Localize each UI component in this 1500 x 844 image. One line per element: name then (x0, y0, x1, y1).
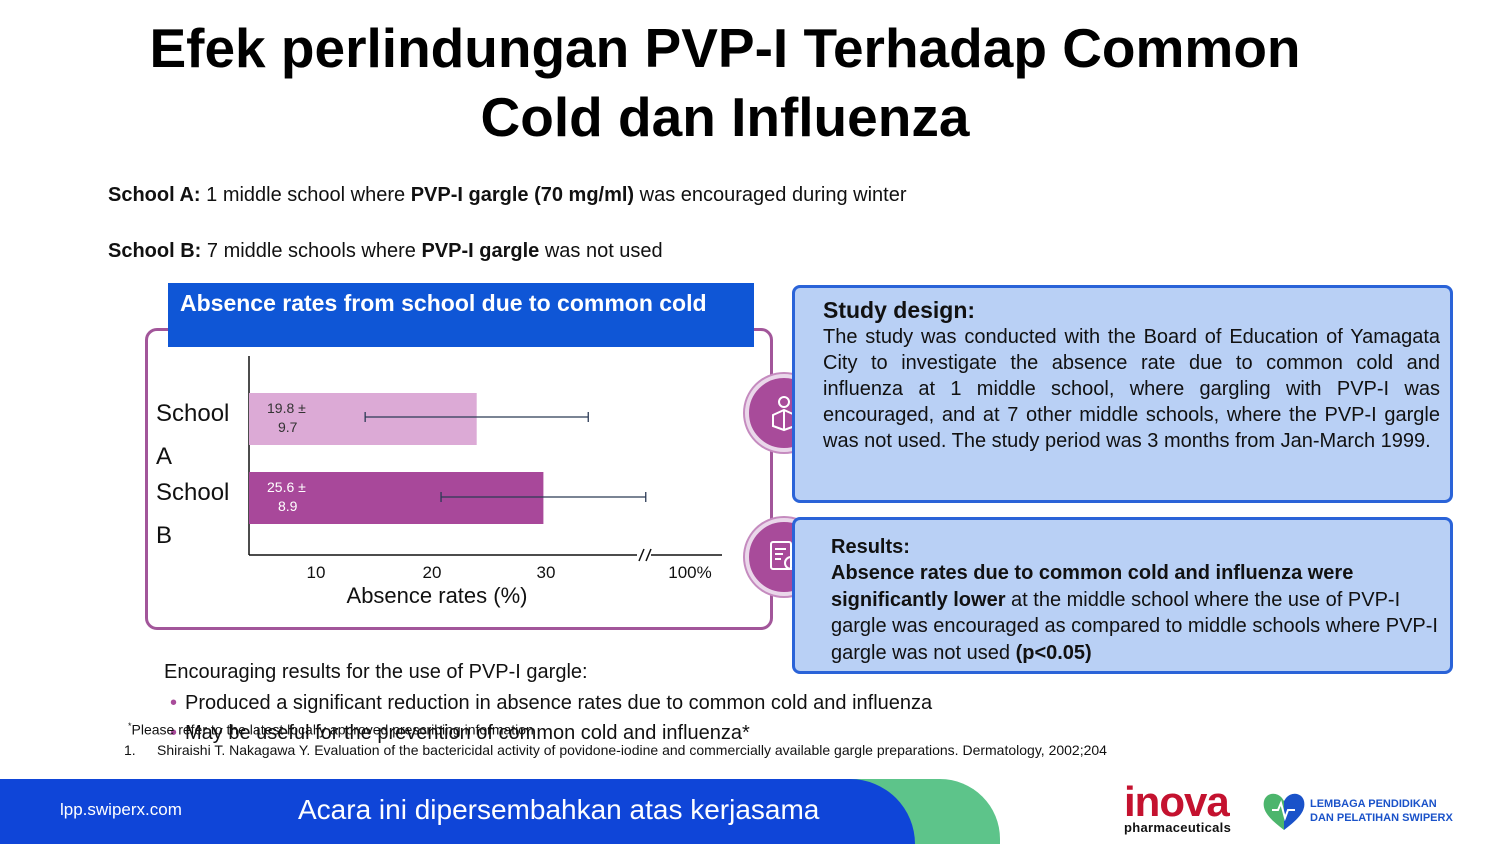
school-a-label: School A: (108, 184, 201, 206)
lpp-logo-text: LEMBAGA PENDIDIKAN DAN PELATIHAN SWIPERX (1310, 797, 1453, 825)
school-b-text-1: 7 middle schools where (201, 240, 422, 262)
data-label: 9.7 (278, 419, 298, 435)
data-label: 25.6 ± (267, 479, 306, 495)
inova-logo: inova pharmaceuticals (1124, 778, 1232, 836)
school-a-text-1: 1 middle school where (200, 184, 411, 206)
inova-logo-sub: pharmaceuticals (1124, 820, 1232, 835)
x-tick-label: 20 (423, 563, 442, 582)
footnote-mark: * (128, 721, 132, 731)
school-a-bold: PVP-I gargle (70 mg/ml) (410, 184, 635, 206)
bar (249, 393, 477, 445)
footnote-text: Please refer to the latest locally appro… (131, 721, 534, 738)
reference-number: 1. (124, 742, 136, 758)
category-label: School (156, 400, 229, 427)
category-label: School (156, 479, 229, 506)
title-line-1: Efek perlindungan PVP-I Terhadap Common (149, 17, 1301, 79)
bullet-dot-icon: • (170, 692, 178, 714)
x-tick-label: 30 (537, 563, 556, 582)
findings-sub-text-1: Produced a significant reduction in abse… (185, 692, 933, 714)
school-a-text-2: was encouraged during winter (634, 184, 907, 206)
study-design-heading: Study design: (823, 297, 976, 323)
results-bold-1: Absence rates due to common cold and inf… (831, 562, 1354, 611)
school-b-label: School B: (108, 240, 202, 262)
footer-url[interactable]: lpp.swiperx.com (60, 800, 182, 819)
footer-blue-band (0, 779, 915, 844)
school-b-description: School B: 7 middle schools where PVP-I g… (108, 240, 663, 263)
x-tick-label: 10 (307, 563, 326, 582)
category-label: A (156, 443, 172, 470)
category-label: B (156, 522, 172, 549)
bullet-dot-icon: • (170, 722, 178, 744)
chart-x-axis-label: Absence rates (%) (347, 583, 528, 608)
school-b-bold: PVP-I gargle (421, 240, 540, 262)
absence-rate-chart: 19.8 ± 9.7 25.6 ± 8.9 10 20 30 100% School A Sch… (156, 356, 722, 608)
findings-sub-item: • Produced a significant reduction in abs… (170, 692, 932, 715)
study-design-panel: Study design: The study was conducted wi… (792, 285, 1453, 503)
results-body: Absence rates due to common cold and inf… (831, 560, 1440, 666)
data-label: 8.9 (278, 498, 298, 514)
title-line-2: Cold dan Influenza (480, 86, 970, 148)
axis-break-mark (638, 548, 652, 562)
results-heading: Results: (831, 536, 910, 558)
lpp-heart-logo-icon (1263, 793, 1305, 830)
reference-text: Shiraishi T. Nakagawa Y. Evaluation of t… (157, 742, 1107, 758)
footer-message: Acara ini dipersembahkan atas kerjasama (298, 794, 820, 825)
data-label: 19.8 ± (267, 400, 306, 416)
school-a-description: School A: 1 middle school where PVP-I ga… (108, 184, 906, 207)
inova-logo-word: inova (1124, 778, 1230, 825)
axis-break-slash (645, 548, 652, 562)
findings-main-text: Encouraging results for the use of PVP-I… (164, 661, 588, 683)
footnote: *Please refer to the latest locally appr… (128, 721, 534, 738)
findings-sub-text-2: May be useful for the prevention of comm… (185, 722, 750, 744)
axis-break-slash (638, 548, 645, 562)
lpp-logo-line-1: LEMBAGA PENDIDIKAN (1310, 798, 1437, 810)
x-tick-label: 100% (668, 563, 711, 582)
chart-header: Absence rates from school due to common … (168, 283, 754, 347)
results-bold-2: (p<0.05) (1015, 641, 1092, 664)
page-title: Efek perlindungan PVP-I Terhadap Common … (60, 14, 1390, 152)
school-b-text-2: was not used (539, 240, 663, 262)
results-text: at the middle school where the use of PV… (831, 588, 1438, 664)
study-design-body: The study was conducted with the Board o… (823, 326, 1440, 452)
results-panel: Results: Absence rates due to common col… (792, 517, 1453, 674)
reference: 1. Shiraishi T. Nakagawa Y. Evaluation of… (124, 742, 1107, 758)
lpp-logo-line-2: DAN PELATIHAN SWIPERX (1310, 812, 1453, 824)
findings-sub-item: • May be useful for the prevention of com… (170, 722, 750, 745)
bar (249, 472, 544, 524)
